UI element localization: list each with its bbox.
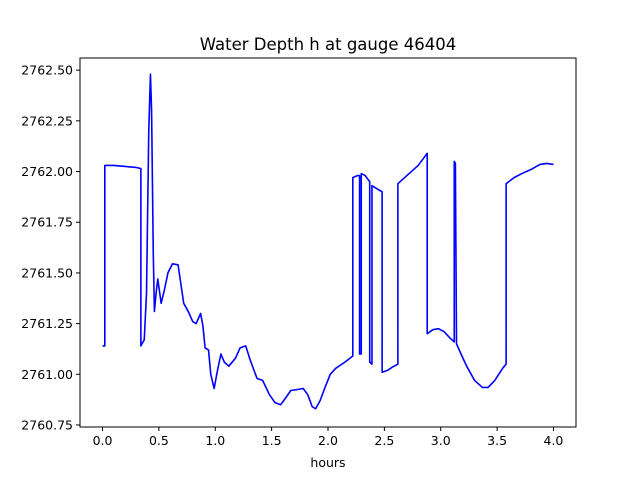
x-tick-label: 1.5 [262, 433, 282, 448]
y-tick-label: 2761.75 [21, 215, 73, 230]
y-tick-label: 2761.25 [21, 316, 73, 331]
y-tick-label: 2762.25 [21, 113, 73, 128]
x-tick-label: 3.5 [487, 433, 507, 448]
y-tick-label: 2762.00 [21, 164, 73, 179]
x-tick-label: 4.0 [544, 433, 564, 448]
series-line-0 [102, 73, 554, 410]
x-tick-label: 1.0 [205, 433, 225, 448]
x-axis-label: hours [310, 455, 345, 470]
x-tick-label: 2.0 [318, 433, 338, 448]
axes-frame [79, 57, 577, 428]
x-tick-label: 0.5 [149, 433, 169, 448]
y-tick-label: 2761.00 [21, 367, 73, 382]
x-tick-label: 3.0 [431, 433, 451, 448]
x-tick-label: 0.0 [93, 433, 113, 448]
chart-title: Water Depth h at gauge 46404 [200, 35, 456, 54]
x-tick-label: 2.5 [374, 433, 394, 448]
plot-area [102, 73, 554, 410]
y-axis-ticks: 2760.75 2761.00 2761.25 2761.50 2761.75 2762.… [21, 63, 80, 432]
y-tick-label: 2762.50 [21, 63, 73, 78]
y-tick-label: 2760.75 [21, 417, 73, 432]
y-tick-label: 2761.50 [21, 265, 73, 280]
x-axis-ticks: 0.0 0.5 1.0 1.5 2.0 2.5 3.0 3.5 4.0 [93, 427, 564, 448]
